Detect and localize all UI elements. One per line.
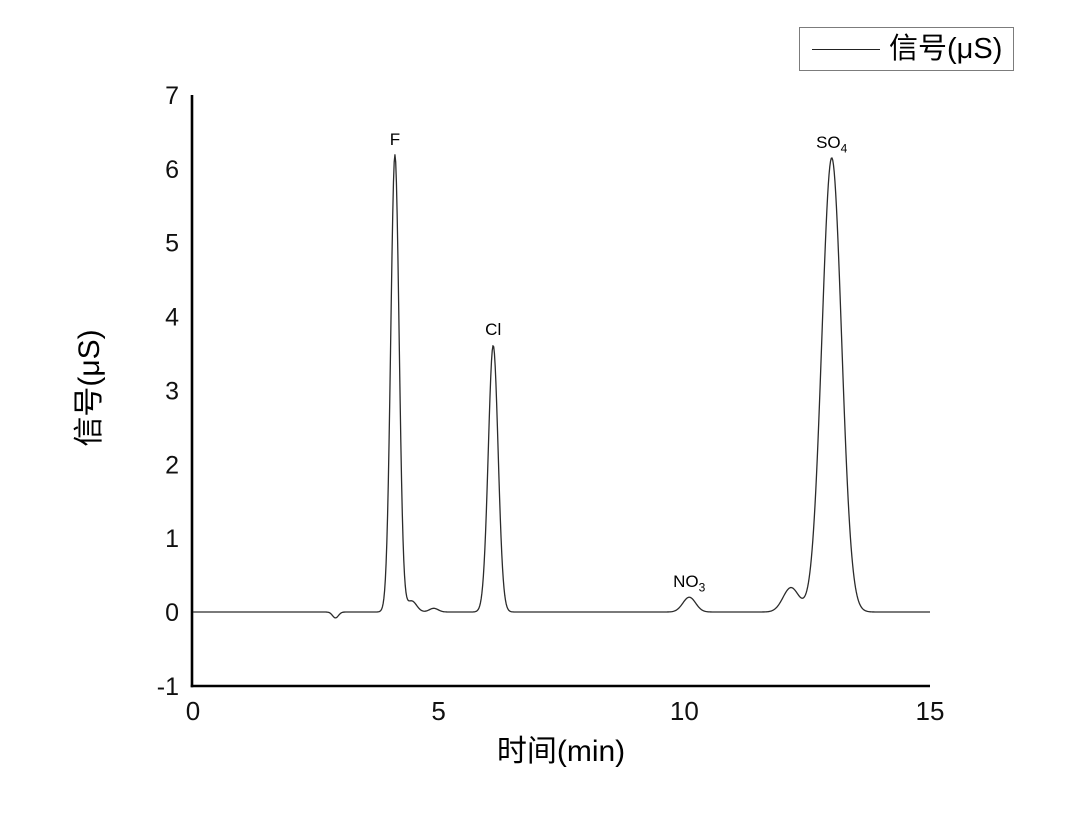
legend-line-sample-icon [812, 48, 880, 50]
y-tick-label: 0 [165, 599, 179, 627]
y-tick-label: 6 [165, 156, 179, 184]
y-axis-title: 信号(μS) [73, 329, 106, 447]
y-tick-label: 1 [165, 525, 179, 553]
peak-label-F: F [389, 129, 401, 149]
signal-trace [193, 154, 930, 619]
x-tick-label: 0 [186, 696, 200, 726]
y-tick-label: 3 [165, 377, 179, 405]
y-tick-label: -1 [157, 673, 179, 701]
peak-label-NO3: NO3 [673, 572, 706, 595]
x-tick-label: 5 [431, 696, 445, 726]
peak-label-SO4: SO4 [816, 132, 848, 156]
y-tick-label: 5 [165, 230, 179, 258]
y-tick-label: 2 [165, 451, 179, 479]
legend-label: 信号(μS) [889, 32, 1003, 65]
y-tick-label: 7 [165, 82, 179, 110]
x-tick-label: 15 [916, 696, 945, 726]
x-axis-title: 时间(min) [496, 735, 626, 768]
y-tick-label: 4 [165, 304, 179, 332]
legend: 信号(μS) [799, 27, 1015, 71]
x-tick-label: 10 [670, 696, 699, 726]
peak-label-Cl: Cl [485, 320, 502, 340]
